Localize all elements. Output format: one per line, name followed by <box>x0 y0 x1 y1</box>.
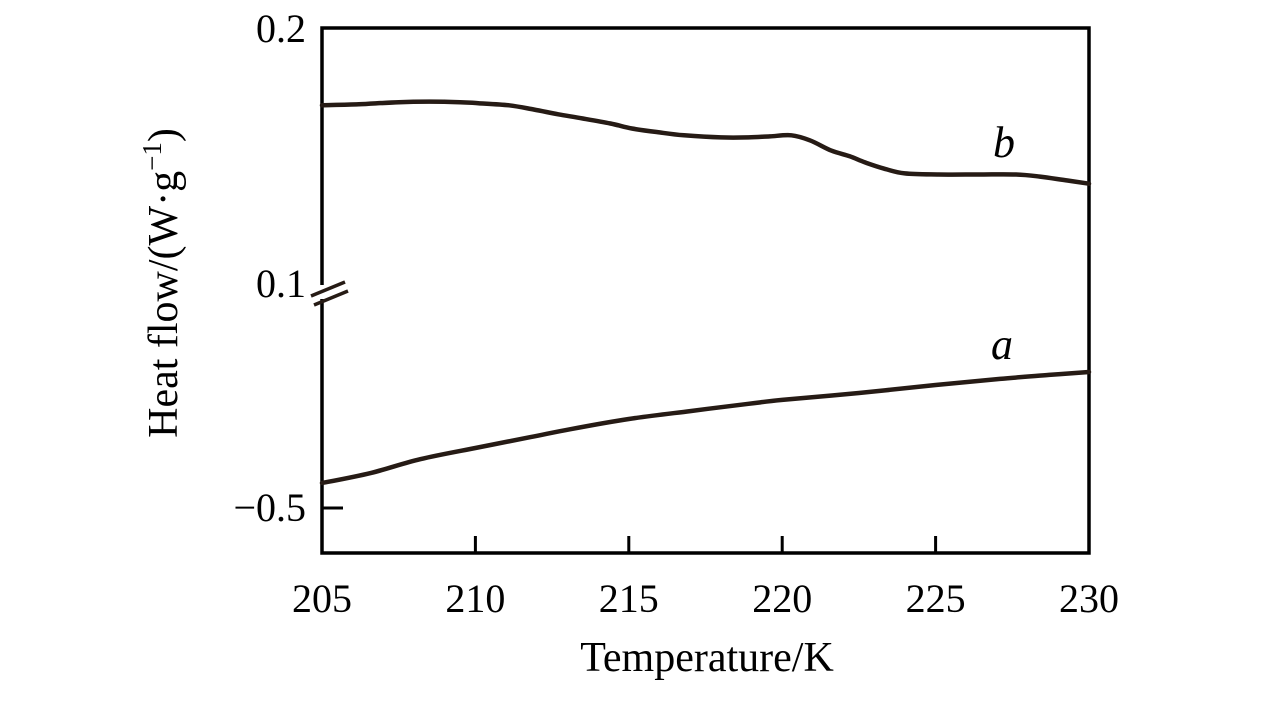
x-tick-label-220: 220 <box>752 576 812 621</box>
y-tick-label-1: 0.1 <box>256 261 306 306</box>
curve-a-label: a <box>991 320 1013 369</box>
curve-b-label: b <box>993 118 1015 167</box>
y-axis-title-suffix: ) <box>141 128 187 142</box>
plot-box <box>320 26 1091 555</box>
y-axis-title-superscript: −1 <box>137 142 167 171</box>
x-tick-label-225: 225 <box>906 576 966 621</box>
x-tick-label-210: 210 <box>445 576 505 621</box>
y-axis-ticks: 0.2 0.1 −0.5 <box>233 6 343 530</box>
y-tick-label-2: −0.5 <box>233 485 306 530</box>
curve-b <box>319 99 1092 186</box>
x-axis-title: Temperature/K <box>580 635 834 681</box>
y-axis-title: Heat flow/(W·g−1) <box>137 128 187 438</box>
axis-break-slash-2 <box>313 289 349 307</box>
curves <box>319 99 1092 486</box>
x-tick-label-230: 230 <box>1059 576 1119 621</box>
curve-a <box>319 369 1092 486</box>
y-axis-title-prefix: Heat flow/(W·g <box>141 171 187 438</box>
x-tick-label-215: 215 <box>599 576 659 621</box>
x-tick-label-205: 205 <box>292 576 352 621</box>
y-axis-break-icon <box>310 280 349 307</box>
axis-break-slash-1 <box>310 280 346 298</box>
x-axis-ticks: 205 210 215 220 225 230 <box>292 536 1119 621</box>
y-tick-label-0: 0.2 <box>256 6 306 51</box>
